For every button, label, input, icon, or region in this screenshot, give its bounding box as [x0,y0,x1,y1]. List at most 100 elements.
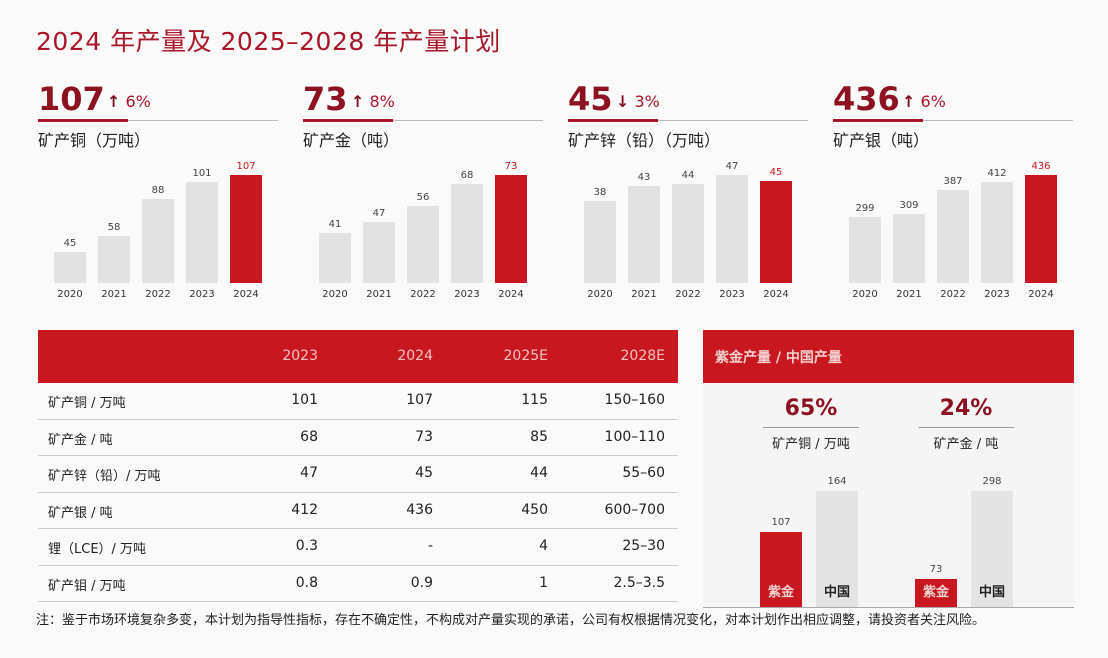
bar-2020 [849,217,881,283]
bar-2021 [893,214,925,283]
cell: 107 [406,392,433,408]
cell: 44 [530,465,548,481]
stat-label: 矿产锌（铅）（万吨） [568,131,721,150]
cell: 25–30 [622,538,665,554]
stat-value: 73 [303,80,348,118]
bar-value: 412 [987,168,1007,179]
table-row: 矿产钼 / 万吨 0.8 0.9 1 2.5–3.5 [38,566,678,602]
china-label: 中国 [823,585,850,600]
year-label: 2023 [984,289,1010,300]
share-percent: 65% [784,396,838,421]
year-label: 2021 [631,289,657,300]
cell: 4 [539,538,548,554]
bar-2023 [716,175,748,283]
year-label: 2021 [366,289,392,300]
bar-value: 107 [236,161,256,172]
trend-arrow-icon: ↑ [902,92,916,111]
divider [833,120,1073,121]
bar-value: 41 [328,219,342,230]
cell: 47 [300,465,318,481]
stat-change: ↓ 3% [616,92,660,111]
change-percent: 6% [125,92,151,111]
cell: 100–110 [604,428,665,445]
col-2025e: 2025E [503,348,548,364]
cell: - [427,538,433,554]
stat-change: ↑ 6% [902,92,946,111]
bar-value: 387 [943,176,963,187]
row-label: 矿产锌（铅）/ 万吨 [48,469,161,484]
footnote: 注：鉴于市场环境复杂多变，本计划为指导性指标，存在不确定性，不构成对产量实现的承… [36,613,986,628]
cell: 150–160 [604,392,665,408]
china-bar: 中国 [816,491,858,608]
zijin-value: 107 [771,517,791,528]
bar-value: 47 [725,161,739,172]
bar-value: 299 [855,203,875,214]
col-2028e: 2028E [620,348,665,364]
cell: 45 [415,465,433,481]
year-label: 2024 [763,289,789,300]
bar-2021 [628,186,660,283]
bar-2022 [407,206,439,283]
cell: 436 [406,501,433,518]
year-label: 2023 [189,289,215,300]
bar-2023 [981,182,1013,283]
accent-divider [833,119,923,122]
year-label: 2023 [719,289,745,300]
year-label: 2024 [498,289,524,300]
year-label: 2021 [896,289,922,300]
divider [303,120,543,121]
cell: 73 [415,428,433,445]
cell: 68 [300,428,318,445]
share-panel-title: 紫金产量 / 中国产量 [703,330,1074,383]
divider [38,120,278,121]
share-panel: 紫金产量 / 中国产量 65% 矿产铜 / 万吨 107 紫金 164 中国 2… [703,330,1074,608]
accent-divider [568,119,658,122]
bar-2024 [495,175,527,283]
china-value: 164 [827,476,847,487]
share-label: 矿产铜 / 万吨 [772,437,850,452]
row-label: 矿产金 / 吨 [48,432,113,448]
change-percent: 8% [369,92,395,111]
page-title: 2024 年产量及 2025–2028 年产量计划 [36,27,501,56]
col-2023: 2023 [282,348,318,364]
zijin-bar: 紫金 [760,532,802,608]
bar-2024 [1025,175,1057,283]
china-label: 中国 [978,585,1005,600]
table-row: 矿产铜 / 万吨 101 107 115 150–160 [38,383,678,420]
bar-value: 43 [637,172,651,183]
bar-value: 58 [107,222,121,233]
stat-panel: 107 ↑ 6% 矿产铜（万吨） 45 2020 58 2021 88 2022… [38,80,278,305]
bar-value: 45 [769,167,783,178]
stat-change: ↑ 6% [107,92,151,111]
table-row: 矿产锌（铅）/ 万吨 47 45 44 55–60 [38,456,678,493]
bar-2023 [186,182,218,283]
row-label: 锂（LCE）/ 万吨 [48,542,147,557]
cell: 2.5–3.5 [613,574,665,591]
year-label: 2022 [410,289,436,300]
bar-value: 73 [504,161,518,172]
stat-value: 45 [568,80,613,118]
stat-panel: 45 ↓ 3% 矿产锌（铅）（万吨） 38 2020 43 2021 44 20… [568,80,808,305]
bar-2024 [760,181,792,283]
year-label: 2020 [587,289,613,300]
stat-change: ↑ 8% [351,92,395,111]
trend-arrow-icon: ↓ [616,92,630,111]
trend-arrow-icon: ↑ [107,92,121,111]
bar-2020 [584,201,616,283]
trend-arrow-icon: ↑ [351,92,365,111]
cell: 450 [521,501,548,518]
bar-2024 [230,175,262,283]
bar-2022 [142,199,174,283]
table-row: 锂（LCE）/ 万吨 0.3 - 4 25–30 [38,529,678,566]
share-label: 矿产金 / 吨 [933,437,999,452]
divider [568,120,808,121]
row-label: 矿产钼 / 万吨 [48,578,126,594]
table-header: 2023 2024 2025E 2028E [38,330,678,383]
cell: 0.8 [295,574,318,591]
cell: 1 [539,574,548,591]
bar-value: 309 [899,200,919,211]
share-percent: 24% [939,396,993,421]
change-percent: 3% [634,92,660,111]
year-label: 2020 [322,289,348,300]
production-plan-table: 2023 2024 2025E 2028E 矿产铜 / 万吨 101 107 115 1… [38,330,678,602]
